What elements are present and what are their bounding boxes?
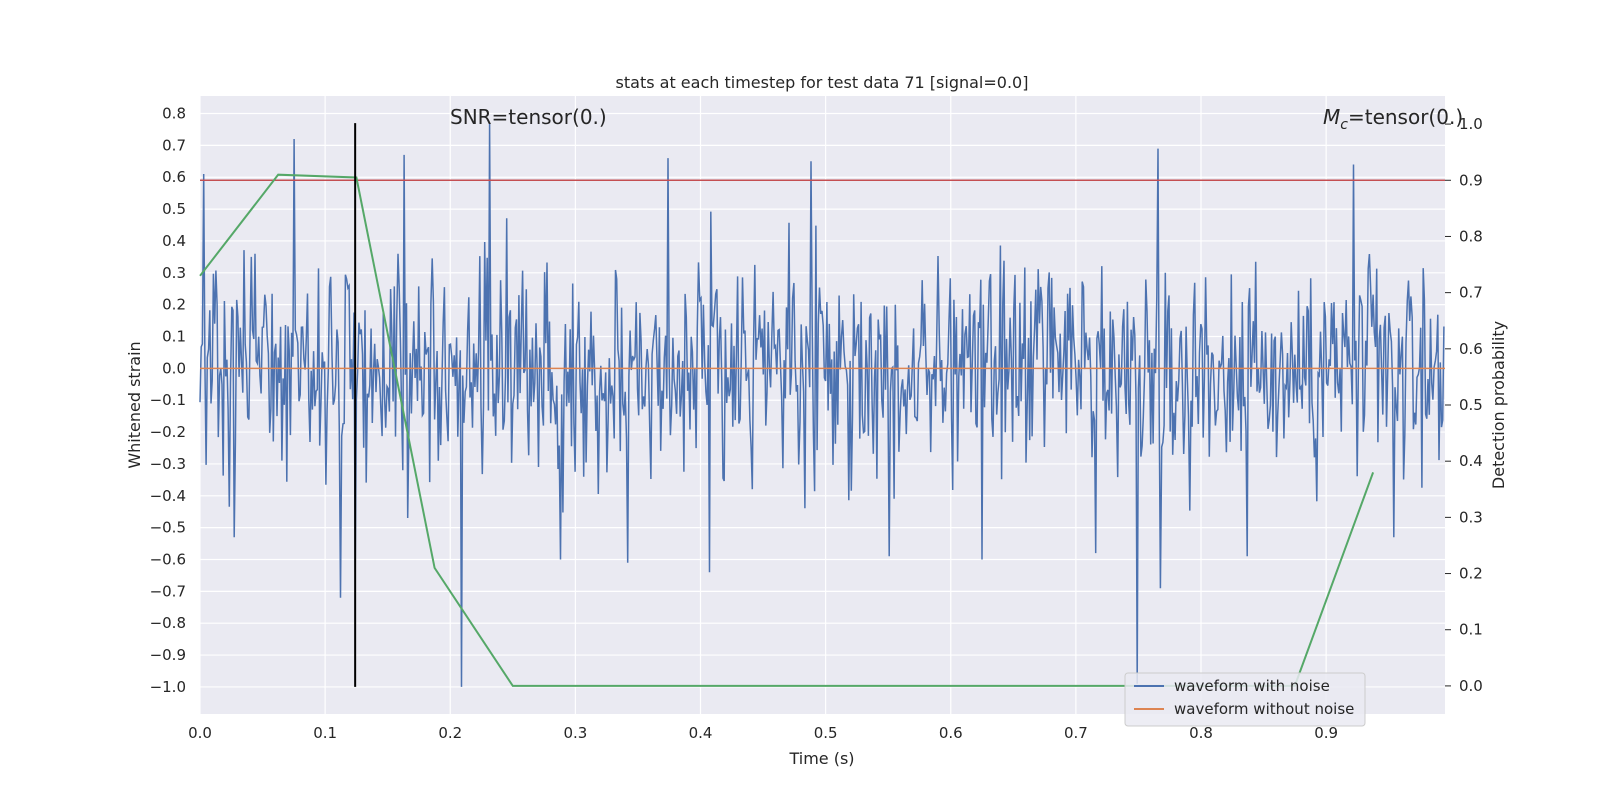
y-left-tick-label: −0.1: [150, 391, 186, 409]
snr-annotation: SNR=tensor(0.): [450, 105, 607, 129]
y-right-tick-label: 0.4: [1459, 452, 1483, 470]
y-right-tick-label: 0.3: [1459, 508, 1483, 526]
y-left-tick-label: 0.7: [162, 136, 186, 154]
x-tick-label: 0.0: [188, 724, 212, 742]
y-left-tick-label: −0.2: [150, 423, 186, 441]
x-tick-label: 0.1: [313, 724, 337, 742]
x-tick-label: 0.6: [939, 724, 963, 742]
y-left-tick-label: 0.1: [162, 328, 186, 346]
x-tick-label: 0.7: [1064, 724, 1088, 742]
mc-symbol: M: [1323, 105, 1340, 129]
series-waveform-with-noise: [199, 123, 1445, 687]
y-left-tick-label: 0.4: [162, 232, 186, 250]
y-left-tick-label: 0.5: [162, 200, 186, 218]
y-axis-title-right: Detection probability: [1489, 321, 1508, 489]
y-right-tick-label: 0.9: [1459, 171, 1483, 189]
x-tick-label: 0.2: [438, 724, 462, 742]
chart-title: stats at each timestep for test data 71 …: [616, 73, 1029, 92]
y-left-tick-label: 0.2: [162, 296, 186, 314]
mc-subscript: c: [1340, 117, 1348, 133]
y-left-tick-label: 0.0: [162, 359, 186, 377]
y-left-tick-label: −1.0: [150, 678, 186, 696]
legend: waveform with noise waveform without noi…: [1124, 672, 1366, 727]
y-right-tick-labels: 1.0 0.9 0.8 0.7 0.6 0.5 0.4 0.3 0.2 0.1 0.0: [1445, 115, 1483, 695]
x-tick-label: 0.9: [1314, 724, 1338, 742]
legend-label-clean: waveform without noise: [1174, 700, 1354, 718]
y-left-tick-label: 0.3: [162, 264, 186, 282]
y-left-tick-labels: 0.8 0.7 0.6 0.5 0.4 0.3 0.2 0.1 0.0 −0.1 −0.2 −0.3 −…: [150, 105, 186, 696]
mc-annotation: Mc=tensor(0.): [1323, 105, 1463, 133]
y-right-tick-label: 0.2: [1459, 565, 1483, 583]
y-left-tick-label: −0.6: [150, 551, 186, 569]
y-right-tick-label: 0.1: [1459, 621, 1483, 639]
y-left-tick-label: −0.9: [150, 646, 186, 664]
x-tick-label: 0.4: [689, 724, 713, 742]
y-right-tick-label: 0.0: [1459, 677, 1483, 695]
y-left-tick-label: −0.8: [150, 614, 186, 632]
y-right-tick-label: 0.7: [1459, 284, 1483, 302]
y-left-tick-label: −0.5: [150, 519, 186, 537]
mc-value: =tensor(0.): [1348, 105, 1463, 129]
y-left-tick-label: −0.3: [150, 455, 186, 473]
y-left-tick-label: 0.8: [162, 105, 186, 123]
y-right-tick-label: 0.8: [1459, 227, 1483, 245]
y-axis-title-left: Whitened strain: [125, 341, 144, 468]
y-left-tick-label: 0.6: [162, 168, 186, 186]
y-left-tick-label: −0.7: [150, 582, 186, 600]
y-left-tick-label: −0.4: [150, 487, 186, 505]
x-axis-title: Time (s): [788, 749, 854, 768]
legend-box: [1124, 672, 1366, 727]
legend-label-noise: waveform with noise: [1174, 677, 1330, 695]
x-tick-label: 0.5: [814, 724, 838, 742]
x-tick-label: 0.8: [1189, 724, 1213, 742]
x-tick-label: 0.3: [563, 724, 587, 742]
y-right-tick-label: 0.5: [1459, 396, 1483, 414]
x-tick-labels: 0.0 0.1 0.2 0.3 0.4 0.5 0.6 0.7 0.8 0.9: [188, 724, 1338, 742]
y-right-tick-label: 0.6: [1459, 340, 1483, 358]
y-right-tick-label: 1.0: [1459, 115, 1483, 133]
